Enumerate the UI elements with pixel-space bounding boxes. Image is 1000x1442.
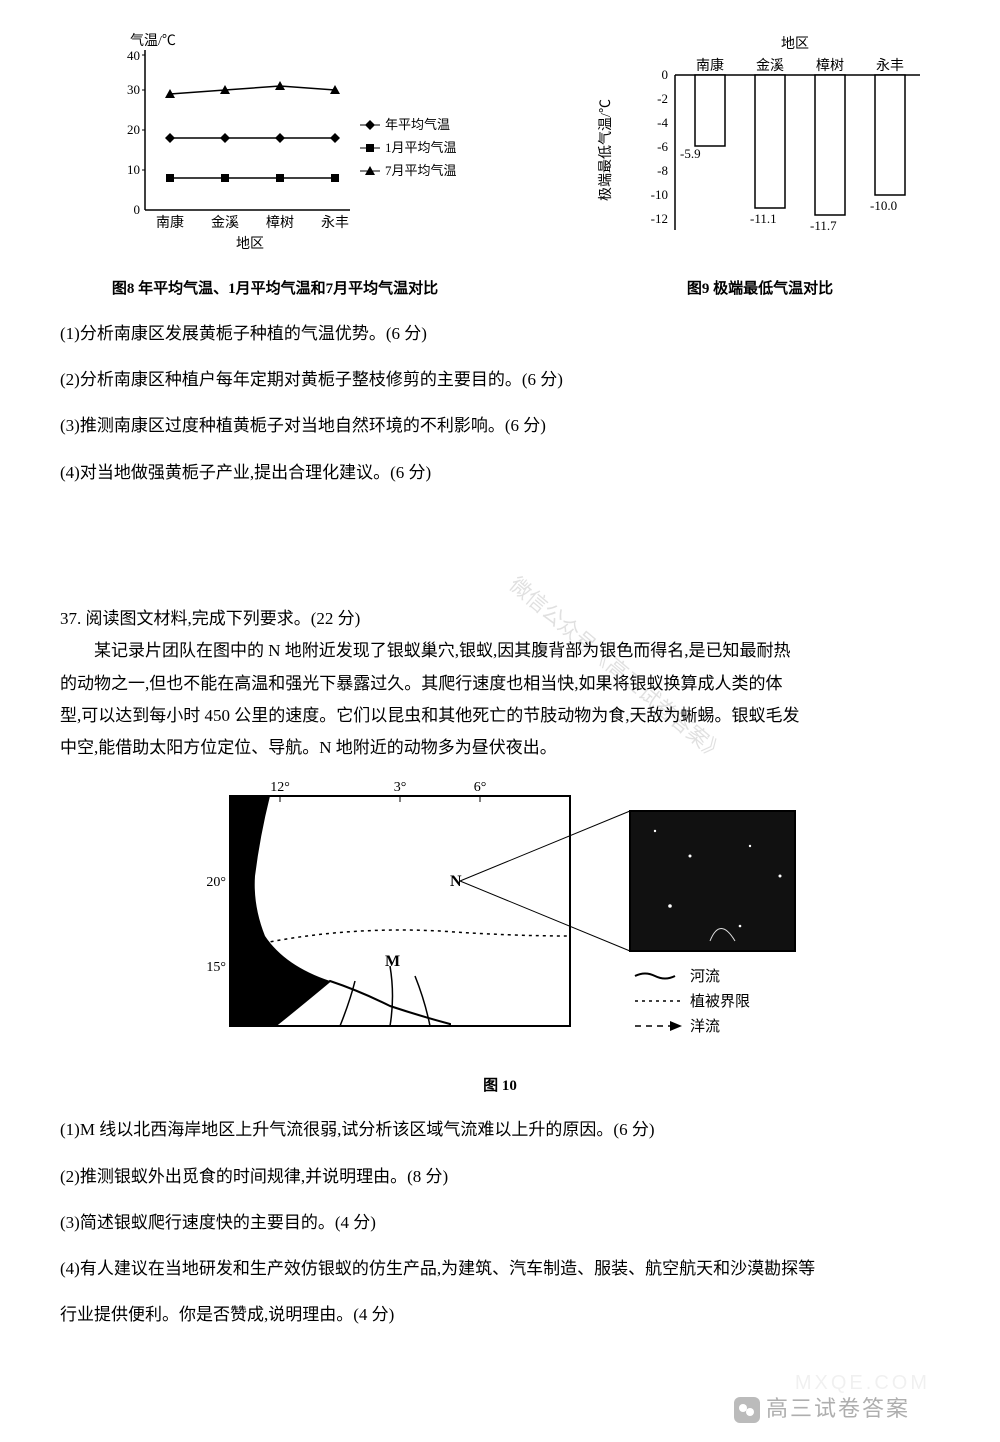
svg-text:20: 20	[127, 122, 140, 137]
svg-text:金溪: 金溪	[756, 58, 784, 74]
chart8-yticks: 0 10 20 30 40	[127, 48, 145, 217]
chart8-xcats: 南康 金溪 樟树 永丰 地区	[156, 214, 349, 252]
svg-text:30: 30	[127, 82, 140, 97]
q36-p2: (2)分析南康区种植户每年定期对黄栀子整枝修剪的主要目的。(6 分)	[60, 364, 940, 396]
watermark-bottom: 高三试卷答案	[734, 1388, 910, 1430]
svg-text:年平均气温: 年平均气温	[385, 117, 450, 132]
svg-text:-4: -4	[657, 115, 668, 130]
map-caption: 图 10	[60, 1072, 940, 1101]
svg-text:-2: -2	[657, 91, 668, 106]
bar-label-3: -10.0	[870, 198, 897, 213]
map-legend: 河流 植被界限 洋流	[635, 968, 750, 1035]
chart9-svg: 地区 南康 金溪 樟树 永丰 极端最低气温/℃ 0 -2 -4 -6 -8	[580, 30, 940, 260]
svg-text:南康: 南康	[696, 57, 724, 74]
charts-row: 气温/℃ 0 10 20 30 40 南康 金溪 樟树 永丰	[60, 30, 940, 304]
svg-text:植被界限: 植被界限	[690, 993, 750, 1010]
svg-text:20°: 20°	[206, 875, 226, 890]
svg-text:樟树: 樟树	[816, 57, 844, 74]
bar-label-0: -5.9	[680, 146, 701, 161]
q37-p2: (2)推测银蚁外出觅食的时间规律,并说明理由。(8 分)	[60, 1161, 940, 1193]
svg-text:6°: 6°	[474, 780, 487, 795]
svg-text:15°: 15°	[206, 960, 226, 975]
chart8-legend: 年平均气温 1月平均气温 7月平均气温	[360, 117, 457, 178]
svg-text:南康: 南康	[156, 214, 184, 231]
chart8-yaxis-title: 气温/℃	[130, 33, 176, 49]
chart9-cats: 南康 金溪 樟树 永丰	[696, 57, 904, 74]
svg-text:极端最低气温/℃: 极端最低气温/℃	[598, 99, 614, 201]
svg-text:40: 40	[127, 48, 140, 63]
svg-text:1月平均气温: 1月平均气温	[385, 140, 457, 155]
svg-text:-6: -6	[657, 139, 668, 154]
chart9-caption: 图9 极端最低气温对比	[580, 275, 940, 304]
chart9-ytitle: 极端最低气温/℃	[598, 99, 614, 201]
q37-p1: (1)M 线以北西海岸地区上升气流很弱,试分析该区域气流难以上升的原因。(6 分…	[60, 1114, 940, 1146]
q36-p1: (1)分析南康区发展黄栀子种植的气温优势。(6 分)	[60, 318, 940, 350]
bar-label-1: -11.1	[750, 211, 777, 226]
svg-text:-12: -12	[651, 211, 668, 226]
svg-text:0: 0	[134, 202, 141, 217]
svg-text:永丰: 永丰	[876, 58, 904, 74]
q37-para4: 中空,能借助太阳方位定位、导航。N 地附近的动物多为昼伏夜出。	[60, 732, 940, 764]
q37-p3: (3)简述银蚁爬行速度快的主要目的。(4 分)	[60, 1207, 940, 1239]
svg-text:-10: -10	[651, 187, 668, 202]
q36-p3: (3)推测南康区过度种植黄栀子对当地自然环境的不利影响。(6 分)	[60, 410, 940, 442]
svg-text:-8: -8	[657, 163, 668, 178]
svg-text:7月平均气温: 7月平均气温	[385, 163, 457, 178]
chart9-toptitle: 地区	[781, 36, 809, 52]
map-svg: 12° 3° 6° 20° 15° N M	[190, 776, 810, 1056]
q37-head-line: 37. 阅读图文材料,完成下列要求。(22 分)	[60, 603, 940, 635]
chart8-svg: 气温/℃ 0 10 20 30 40 南康 金溪 樟树 永丰	[60, 30, 490, 260]
map-block: 12° 3° 6° 20° 15° N M	[60, 776, 940, 1100]
svg-text:洋流: 洋流	[690, 1018, 720, 1035]
svg-text:樟树: 樟树	[266, 214, 294, 231]
q37-head: 阅读图文材料,完成下列要求。(22 分)	[86, 609, 361, 628]
q37-p4: (4)有人建议在当地研发和生产效仿银蚁的仿生产品,为建筑、汽车制造、服装、航空航…	[60, 1253, 940, 1285]
q37-para1: 某记录片团队在图中的 N 地附近发现了银蚁巢穴,银蚁,因其腹背部为银色而得名,是…	[60, 635, 940, 667]
wechat-icon	[734, 1397, 760, 1423]
chart8-caption: 图8 年平均气温、1月平均气温和7月平均气温对比	[60, 275, 490, 304]
chart9-yticks: 0 -2 -4 -6 -8 -10 -12	[651, 67, 669, 226]
svg-text:0: 0	[662, 67, 669, 82]
q37-p5: 行业提供便利。你是否赞成,说明理由。(4 分)	[60, 1299, 940, 1331]
svg-text:10: 10	[127, 162, 140, 177]
svg-text:12°: 12°	[270, 780, 290, 795]
svg-text:永丰: 永丰	[321, 215, 349, 231]
chart9-block: 地区 南康 金溪 樟树 永丰 极端最低气温/℃ 0 -2 -4 -6 -8	[580, 30, 940, 304]
q37-number: 37.	[60, 609, 81, 628]
bar-label-2: -11.7	[810, 218, 837, 233]
svg-text:河流: 河流	[690, 968, 720, 985]
q37-para2: 的动物之一,但也不能在高温和强光下暴露过久。其爬行速度也相当快,如果将银蚁换算成…	[60, 668, 940, 700]
q36-p4: (4)对当地做强黄栀子产业,提出合理化建议。(6 分)	[60, 457, 940, 489]
map-m-label: M	[385, 953, 400, 970]
svg-text:地区: 地区	[236, 236, 264, 252]
svg-text:金溪: 金溪	[211, 215, 239, 231]
q37-para3: 型,可以达到每小时 450 公里的速度。它们以昆虫和其他死亡的节肢动物为食,天敌…	[60, 700, 940, 732]
chart8-block: 气温/℃ 0 10 20 30 40 南康 金溪 樟树 永丰	[60, 30, 490, 304]
svg-text:3°: 3°	[394, 780, 407, 795]
